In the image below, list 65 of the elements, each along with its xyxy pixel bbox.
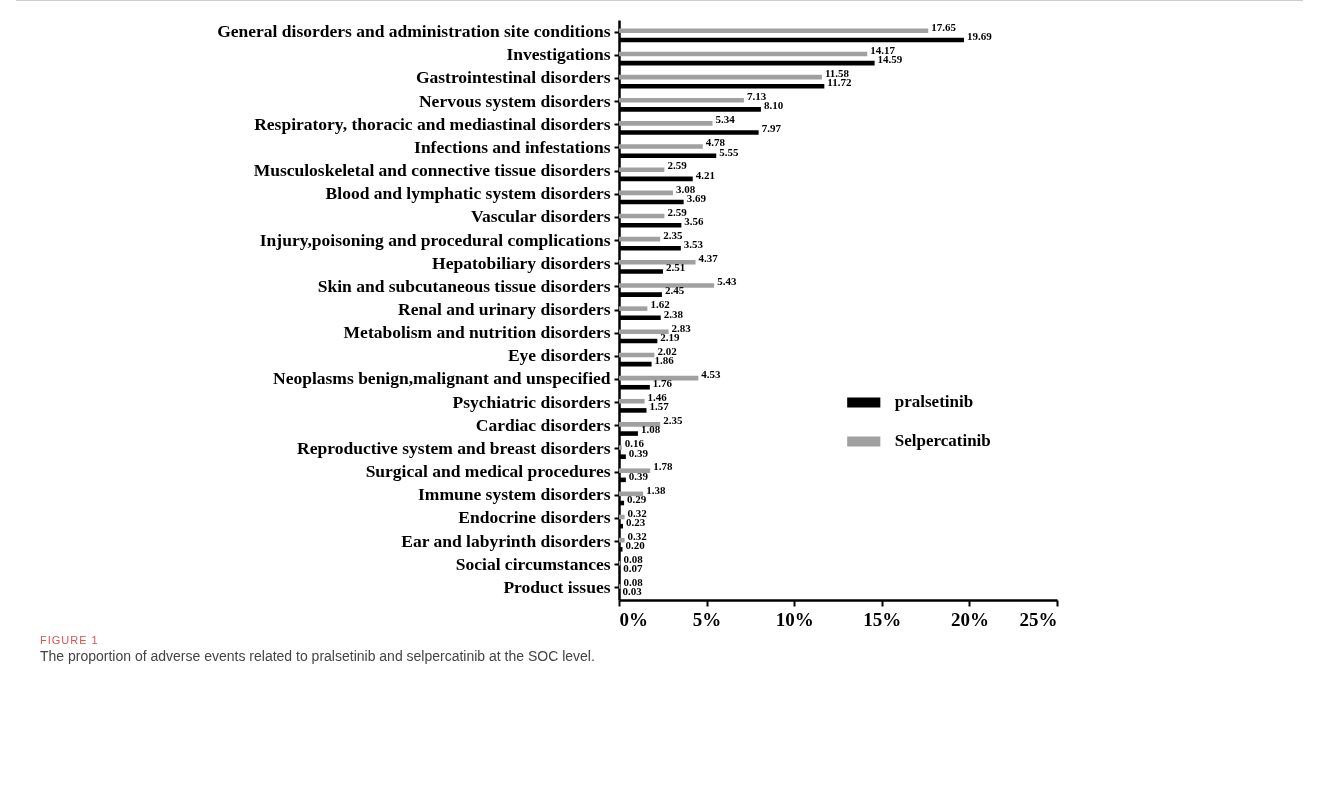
caption: FIGURE 1 xyxy=(40,634,100,646)
y-tick-label: Psychiatric disorders xyxy=(452,391,611,412)
data-label: 2.45 xyxy=(664,284,685,297)
data-label: 4.53 xyxy=(701,367,722,380)
y-tick-label: Metabolism and nutrition disorders xyxy=(343,322,611,343)
data-label: 5.43 xyxy=(717,275,737,288)
data-label: 5.34 xyxy=(715,113,736,126)
data-label: 11.72 xyxy=(827,76,852,89)
text: The proportion of adverse events related to pralsetinib and selpercatinib at the SOC level. xyxy=(40,648,596,664)
data-label: 2.83 xyxy=(671,321,692,334)
y-tick-label: Respiratory, thoracic and mediastinal disorders xyxy=(254,113,611,134)
data-label: 2.02 xyxy=(657,344,678,357)
legend-label: pralsetinib xyxy=(894,392,974,412)
x-tick-label: 15% xyxy=(863,608,902,630)
y-tick-label: Immune system disorders xyxy=(418,484,611,505)
x-tick-label: 0% xyxy=(619,608,648,630)
y-tick-label: Nervous system disorders xyxy=(418,90,611,111)
y-tick-label: Surgical and medical procedures xyxy=(365,461,611,482)
data-label: 1.76 xyxy=(652,377,673,390)
y-tick-label: Infections and infestations xyxy=(414,136,611,157)
y-tick-label: General disorders and administration site conditions xyxy=(217,21,611,42)
data-label: 11.58 xyxy=(824,66,850,79)
y-tick-label: Renal and urinary disorders xyxy=(398,299,611,319)
data-label: 2.59 xyxy=(667,159,688,172)
data-label: 4.21 xyxy=(695,168,716,181)
x-tick-label: 5% xyxy=(692,608,722,630)
x-tick-label: 20% xyxy=(950,608,989,630)
data-label: 14.17 xyxy=(870,43,896,56)
data-label: 2.35 xyxy=(663,414,683,427)
data-label: 1.08 xyxy=(640,423,661,436)
y-tick-label: Vascular disorders xyxy=(470,206,611,227)
y-tick-label: Cardiac disorders xyxy=(475,414,611,435)
y-tick-label: Hepatobiliary disorders xyxy=(432,252,611,273)
y-tick-label: Product issues xyxy=(503,576,611,597)
data-label: 2.35 xyxy=(663,228,683,241)
data-label: 3.08 xyxy=(675,182,696,195)
y-tick-label: Ear and labyrinth disorders xyxy=(401,530,611,551)
data-label: 0.39 xyxy=(628,469,649,482)
data-label: 2.59 xyxy=(667,205,688,218)
data-label: 0.32 xyxy=(627,506,648,519)
data-label: 0.32 xyxy=(627,529,648,542)
y-tick-label: Neoplasms benign,malignant and unspecified xyxy=(273,368,611,389)
data-label: 1.38 xyxy=(646,483,666,496)
y-tick-label: Social circumstances xyxy=(455,553,611,574)
data-label: 17.65 xyxy=(931,20,957,33)
x-tick-label: 10% xyxy=(775,608,814,630)
data-label: 0.20 xyxy=(625,539,646,552)
y-tick-label: Endocrine disorders xyxy=(458,507,611,528)
data-label: 19.69 xyxy=(966,29,993,42)
y-tick-label: Musculoskeletal and connective tissue disorders xyxy=(253,160,611,181)
data-label: 4.37 xyxy=(698,252,719,265)
y-tick-label: Reproductive system and breast disorders xyxy=(297,437,611,458)
data-label: 2.51 xyxy=(665,261,686,274)
data-label: 7.97 xyxy=(761,122,782,135)
x-tick-label: 25% xyxy=(1019,608,1058,630)
y-tick-label: Blood and lymphatic system disorders xyxy=(325,183,611,204)
y-tick-label: Skin and subcutaneous tissue disorders xyxy=(317,275,611,296)
data-label: 0.29 xyxy=(627,492,647,505)
y-tick-label: Injury,poisoning and procedural complications xyxy=(259,229,611,250)
data-label: 3.53 xyxy=(683,238,704,251)
y-tick-label: Investigations xyxy=(506,44,611,65)
legend-label: Selpercatinib xyxy=(894,431,991,451)
y-tick-label: Eye disorders xyxy=(507,345,611,366)
y-tick-label: Gastrointestinal disorders xyxy=(415,67,611,88)
data-label: 1.78 xyxy=(653,460,673,473)
